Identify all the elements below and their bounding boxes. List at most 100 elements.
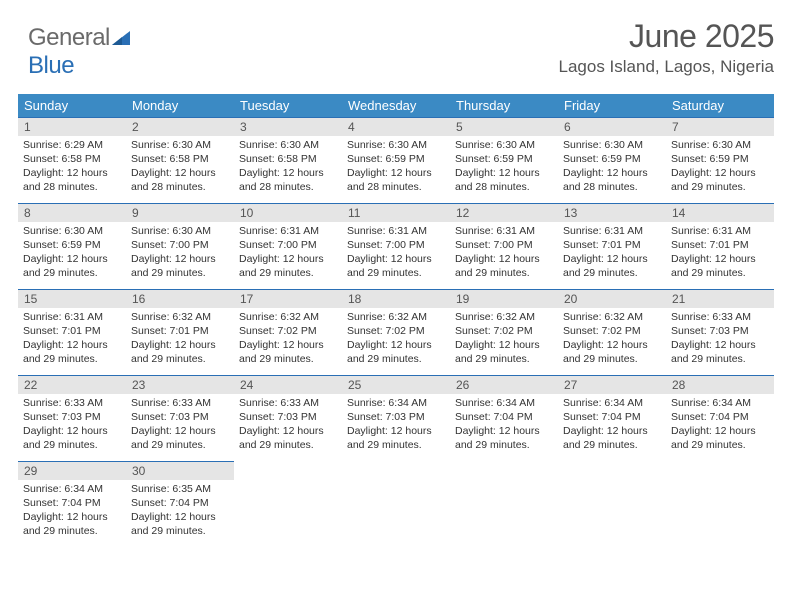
calendar-cell-empty: [342, 462, 450, 548]
day-body: Sunrise: 6:31 AMSunset: 7:00 PMDaylight:…: [342, 222, 450, 283]
sunrise-line: Sunrise: 6:34 AM: [347, 397, 445, 411]
logo-word1: General: [28, 24, 110, 51]
sunrise-line: Sunrise: 6:32 AM: [131, 311, 229, 325]
daylight-line: Daylight: 12 hours and 29 minutes.: [455, 253, 553, 281]
day-body: Sunrise: 6:32 AMSunset: 7:01 PMDaylight:…: [126, 308, 234, 369]
day-number: 29: [18, 462, 126, 480]
daylight-line: Daylight: 12 hours and 29 minutes.: [347, 253, 445, 281]
daylight-line: Daylight: 12 hours and 29 minutes.: [131, 339, 229, 367]
day-body: Sunrise: 6:32 AMSunset: 7:02 PMDaylight:…: [450, 308, 558, 369]
sunrise-line: Sunrise: 6:30 AM: [131, 139, 229, 153]
daylight-line: Daylight: 12 hours and 28 minutes.: [347, 167, 445, 195]
day-body: Sunrise: 6:30 AMSunset: 6:59 PMDaylight:…: [666, 136, 774, 197]
sunrise-line: Sunrise: 6:32 AM: [563, 311, 661, 325]
calendar-cell: 22Sunrise: 6:33 AMSunset: 7:03 PMDayligh…: [18, 376, 126, 462]
sunset-line: Sunset: 7:03 PM: [671, 325, 769, 339]
calendar-cell-empty: [234, 462, 342, 548]
day-body: Sunrise: 6:34 AMSunset: 7:04 PMDaylight:…: [18, 480, 126, 541]
daylight-line: Daylight: 12 hours and 28 minutes.: [455, 167, 553, 195]
daylight-line: Daylight: 12 hours and 28 minutes.: [563, 167, 661, 195]
title-block: June 2025 Lagos Island, Lagos, Nigeria: [559, 18, 774, 77]
calendar-row: 22Sunrise: 6:33 AMSunset: 7:03 PMDayligh…: [18, 376, 774, 462]
daylight-line: Daylight: 12 hours and 29 minutes.: [671, 339, 769, 367]
sunrise-line: Sunrise: 6:35 AM: [131, 483, 229, 497]
day-body: Sunrise: 6:32 AMSunset: 7:02 PMDaylight:…: [558, 308, 666, 369]
sunrise-line: Sunrise: 6:32 AM: [239, 311, 337, 325]
sunrise-line: Sunrise: 6:32 AM: [347, 311, 445, 325]
sunset-line: Sunset: 7:02 PM: [455, 325, 553, 339]
daylight-line: Daylight: 12 hours and 29 minutes.: [563, 339, 661, 367]
calendar-body: 1Sunrise: 6:29 AMSunset: 6:58 PMDaylight…: [18, 118, 774, 548]
sunset-line: Sunset: 7:04 PM: [671, 411, 769, 425]
calendar-cell: 24Sunrise: 6:33 AMSunset: 7:03 PMDayligh…: [234, 376, 342, 462]
calendar-cell: 2Sunrise: 6:30 AMSunset: 6:58 PMDaylight…: [126, 118, 234, 204]
daylight-line: Daylight: 12 hours and 29 minutes.: [23, 253, 121, 281]
daylight-line: Daylight: 12 hours and 29 minutes.: [131, 253, 229, 281]
sunrise-line: Sunrise: 6:31 AM: [239, 225, 337, 239]
daylight-line: Daylight: 12 hours and 29 minutes.: [455, 339, 553, 367]
sunrise-line: Sunrise: 6:33 AM: [23, 397, 121, 411]
sunset-line: Sunset: 6:59 PM: [23, 239, 121, 253]
calendar-cell: 17Sunrise: 6:32 AMSunset: 7:02 PMDayligh…: [234, 290, 342, 376]
sunrise-line: Sunrise: 6:30 AM: [671, 139, 769, 153]
daylight-line: Daylight: 12 hours and 29 minutes.: [671, 425, 769, 453]
day-number: 19: [450, 290, 558, 308]
calendar-cell-empty: [558, 462, 666, 548]
sunrise-line: Sunrise: 6:31 AM: [455, 225, 553, 239]
day-number: 14: [666, 204, 774, 222]
sunrise-line: Sunrise: 6:30 AM: [563, 139, 661, 153]
daylight-line: Daylight: 12 hours and 29 minutes.: [347, 339, 445, 367]
sunset-line: Sunset: 6:59 PM: [671, 153, 769, 167]
day-number: 8: [18, 204, 126, 222]
sunrise-line: Sunrise: 6:30 AM: [131, 225, 229, 239]
calendar-cell: 8 Sunrise: 6:30 AMSunset: 6:59 PMDaylight…: [18, 204, 126, 290]
day-number: 28: [666, 376, 774, 394]
day-number: 12: [450, 204, 558, 222]
daylight-line: Daylight: 12 hours and 29 minutes.: [23, 339, 121, 367]
calendar-cell: 26Sunrise: 6:34 AMSunset: 7:04 PMDayligh…: [450, 376, 558, 462]
day-body: Sunrise: 6:30 AMSunset: 6:58 PMDaylight:…: [126, 136, 234, 197]
day-body: Sunrise: 6:33 AMSunset: 7:03 PMDaylight:…: [666, 308, 774, 369]
sunrise-line: Sunrise: 6:31 AM: [23, 311, 121, 325]
daylight-line: Daylight: 12 hours and 29 minutes.: [23, 511, 121, 539]
sunset-line: Sunset: 7:01 PM: [671, 239, 769, 253]
sunrise-line: Sunrise: 6:33 AM: [239, 397, 337, 411]
day-body: Sunrise: 6:30 AMSunset: 6:59 PMDaylight:…: [558, 136, 666, 197]
sunset-line: Sunset: 7:01 PM: [131, 325, 229, 339]
day-number: 10: [234, 204, 342, 222]
logo: GeneralBlue: [28, 24, 130, 80]
calendar-cell: 14Sunrise: 6:31 AMSunset: 7:01 PMDayligh…: [666, 204, 774, 290]
day-number: 24: [234, 376, 342, 394]
day-number: 26: [450, 376, 558, 394]
calendar-cell: 20Sunrise: 6:32 AMSunset: 7:02 PMDayligh…: [558, 290, 666, 376]
weekday-header: Wednesday: [342, 94, 450, 118]
calendar-cell: 28 Sunrise: 6:34 AMSunset: 7:04 PMDayligh…: [666, 376, 774, 462]
sunset-line: Sunset: 7:01 PM: [563, 239, 661, 253]
calendar-row: 29Sunrise: 6:34 AMSunset: 7:04 PMDayligh…: [18, 462, 774, 548]
daylight-line: Daylight: 12 hours and 28 minutes.: [23, 167, 121, 195]
day-number: 13: [558, 204, 666, 222]
sunset-line: Sunset: 7:03 PM: [239, 411, 337, 425]
logo-text: GeneralBlue: [28, 24, 130, 80]
day-body: Sunrise: 6:30 AMSunset: 6:59 PMDaylight:…: [450, 136, 558, 197]
daylight-line: Daylight: 12 hours and 28 minutes.: [239, 167, 337, 195]
day-body: Sunrise: 6:32 AMSunset: 7:02 PMDaylight:…: [342, 308, 450, 369]
sunrise-line: Sunrise: 6:30 AM: [23, 225, 121, 239]
sunset-line: Sunset: 7:00 PM: [239, 239, 337, 253]
sunset-line: Sunset: 6:59 PM: [455, 153, 553, 167]
sunset-line: Sunset: 7:04 PM: [455, 411, 553, 425]
calendar-cell: 21Sunrise: 6:33 AMSunset: 7:03 PMDayligh…: [666, 290, 774, 376]
day-body: Sunrise: 6:31 AMSunset: 7:01 PMDaylight:…: [666, 222, 774, 283]
sunset-line: Sunset: 7:04 PM: [23, 497, 121, 511]
sunrise-line: Sunrise: 6:34 AM: [671, 397, 769, 411]
weekday-header: Thursday: [450, 94, 558, 118]
calendar-table: SundayMondayTuesdayWednesdayThursdayFrid…: [18, 94, 774, 548]
calendar-cell: 6Sunrise: 6:30 AMSunset: 6:59 PMDaylight…: [558, 118, 666, 204]
sunrise-line: Sunrise: 6:30 AM: [239, 139, 337, 153]
calendar-cell: 16Sunrise: 6:32 AMSunset: 7:01 PMDayligh…: [126, 290, 234, 376]
day-body: Sunrise: 6:32 AMSunset: 7:02 PMDaylight:…: [234, 308, 342, 369]
day-number: 17: [234, 290, 342, 308]
sunrise-line: Sunrise: 6:31 AM: [347, 225, 445, 239]
page-subtitle: Lagos Island, Lagos, Nigeria: [559, 57, 774, 77]
day-body: Sunrise: 6:31 AMSunset: 7:01 PMDaylight:…: [558, 222, 666, 283]
